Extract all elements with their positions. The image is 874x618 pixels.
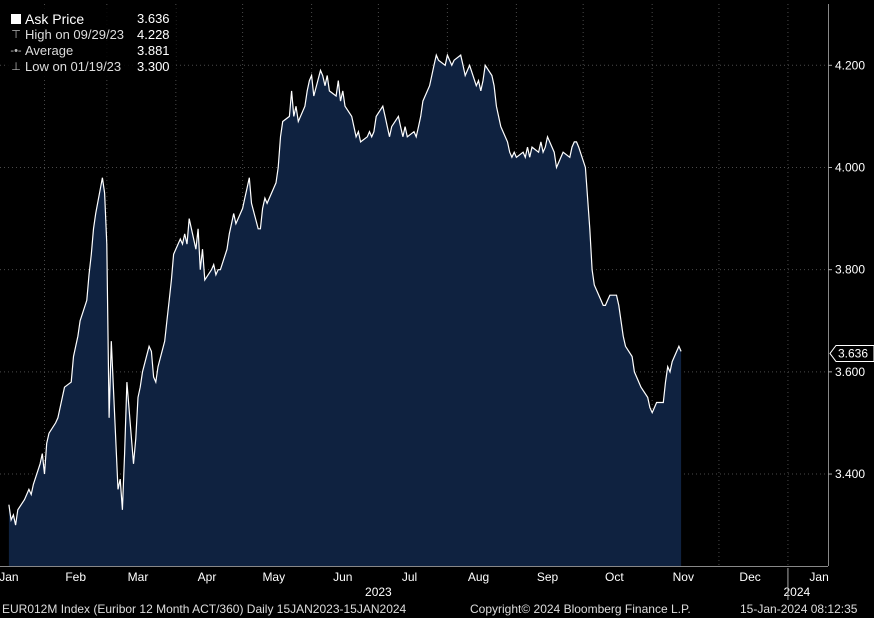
- legend-item-ask-price: Ask Price 3.636: [9, 11, 170, 27]
- x-tick-label: Nov: [673, 570, 694, 584]
- x-tick-label: Sep: [537, 570, 559, 584]
- x-tick-label: Jan: [809, 570, 828, 584]
- legend-value: 3.881: [137, 43, 170, 58]
- legend-item-high: ⊤ High on 09/29/23 4.228: [9, 27, 170, 43]
- price-line: [8, 53, 682, 526]
- chart-legend: Ask Price 3.636 ⊤ High on 09/29/23 4.228…: [5, 8, 176, 78]
- legend-label: High on 09/29/23: [25, 27, 125, 42]
- low-marker-icon: ⊥: [11, 61, 21, 73]
- x-tick-label: Jul: [402, 570, 417, 584]
- legend-label: Average: [25, 43, 74, 58]
- x-tick-label: May: [262, 570, 285, 584]
- x-tick-label: Oct: [605, 570, 624, 584]
- y-tick-label: 4.200: [835, 58, 865, 72]
- y-tick-label: 3.400: [835, 467, 865, 481]
- security-description: EUR012M Index (Euribor 12 Month ACT/360)…: [2, 602, 407, 616]
- chart-footer: EUR012M Index (Euribor 12 Month ACT/360)…: [0, 601, 874, 618]
- high-marker-icon: ⊤: [11, 29, 21, 41]
- x-tick-label: Jun: [333, 570, 352, 584]
- legend-item-average: -•- Average 3.881: [9, 43, 170, 59]
- x-tick-label: Aug: [468, 570, 489, 584]
- y-tick-label: 3.800: [835, 263, 865, 277]
- price-area: [8, 55, 682, 566]
- x-tick-label: Jan: [0, 570, 19, 584]
- legend-label: Ask Price: [25, 11, 85, 27]
- year-label: 2023: [365, 585, 392, 599]
- average-marker-icon: -•-: [10, 45, 22, 57]
- legend-value: 3.300: [137, 59, 170, 74]
- x-tick-label: Dec: [739, 570, 760, 584]
- year-label: 2024: [783, 585, 810, 599]
- filled-square-icon: [11, 14, 21, 24]
- x-tick-label: Feb: [65, 570, 86, 584]
- legend-value: 3.636: [137, 11, 170, 26]
- last-value-label: 3.636: [838, 346, 868, 360]
- copyright-text: Copyright© 2024 Bloomberg Finance L.P.: [470, 602, 691, 616]
- last-value-tag: [829, 344, 874, 362]
- legend-label: Low on 01/19/23: [25, 59, 122, 74]
- timestamp: 15-Jan-2024 08:12:35: [740, 602, 858, 616]
- legend-item-low: ⊥ Low on 01/19/23 3.300: [9, 59, 170, 75]
- y-tick-label: 4.000: [835, 160, 865, 174]
- legend-value: 4.228: [137, 27, 170, 42]
- x-tick-label: Apr: [198, 570, 217, 584]
- y-tick-label: 3.600: [835, 365, 865, 379]
- x-tick-label: Mar: [128, 570, 149, 584]
